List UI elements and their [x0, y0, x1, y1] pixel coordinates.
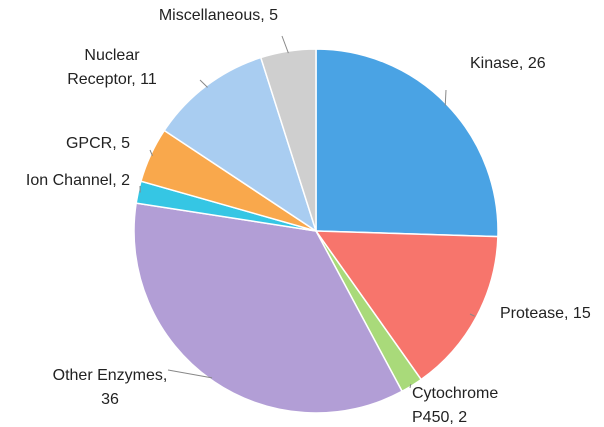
data-label: Cytochrome P450, 2 — [412, 385, 498, 426]
data-label: Nuclear Receptor, 11 — [67, 47, 157, 88]
leader-line — [409, 383, 412, 389]
leader-line — [199, 79, 208, 88]
leader-line — [469, 313, 475, 317]
data-label: Miscellaneous, 5 — [159, 7, 278, 24]
leader-line — [444, 89, 447, 106]
data-label: Protease, 15 — [500, 305, 591, 322]
data-label: Ion Channel, 2 — [26, 172, 130, 189]
pie-slice — [314, 230, 499, 381]
data-label: GPCR, 5 — [66, 135, 130, 152]
leader-line — [281, 35, 289, 54]
pie-slice — [315, 48, 499, 238]
data-label: Kinase, 26 — [470, 55, 546, 72]
leader-line — [167, 369, 213, 379]
leader-line — [149, 149, 153, 156]
data-label: Other Enzymes, 36 — [53, 367, 168, 408]
pie-slice — [133, 202, 404, 414]
